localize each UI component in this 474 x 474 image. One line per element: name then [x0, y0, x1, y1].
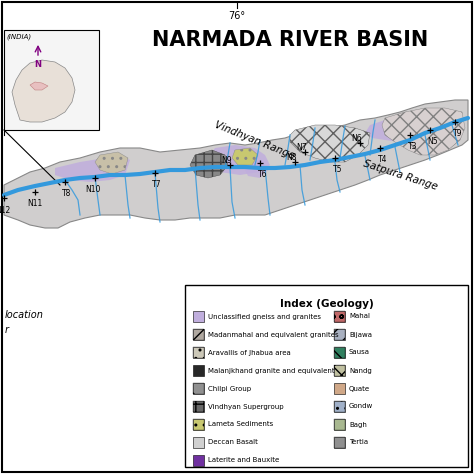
Bar — [334, 419, 345, 430]
Text: Index (Geology): Index (Geology) — [280, 299, 374, 309]
Bar — [4, 30, 99, 130]
Bar — [193, 401, 204, 412]
Bar — [334, 329, 345, 340]
Text: T6: T6 — [258, 170, 268, 179]
Bar — [193, 455, 204, 466]
Text: Bijawa: Bijawa — [349, 331, 372, 337]
Text: T4: T4 — [378, 155, 388, 164]
Text: Vindhyan Supergroup: Vindhyan Supergroup — [208, 403, 283, 410]
Text: T9: T9 — [453, 129, 463, 138]
Text: T8: T8 — [62, 189, 72, 198]
Bar — [193, 329, 204, 340]
Text: Sausa: Sausa — [349, 349, 370, 356]
Bar — [193, 365, 204, 376]
Text: Chilpi Group: Chilpi Group — [208, 385, 251, 392]
Bar — [334, 365, 345, 376]
Bar — [334, 401, 345, 412]
Bar — [193, 437, 204, 448]
Bar — [334, 347, 345, 358]
Text: Aravallis of Jhabua area: Aravallis of Jhabua area — [208, 349, 291, 356]
Text: T5: T5 — [333, 165, 343, 174]
Bar — [193, 383, 204, 394]
Text: N5: N5 — [428, 137, 438, 146]
Bar — [334, 419, 345, 430]
Polygon shape — [210, 145, 270, 175]
Bar — [334, 437, 345, 448]
Text: Deccan Basalt: Deccan Basalt — [208, 439, 258, 446]
Bar — [193, 311, 204, 322]
Bar — [193, 347, 204, 358]
Text: Tertia: Tertia — [349, 439, 368, 446]
Bar — [185, 285, 468, 467]
Text: N: N — [35, 60, 42, 69]
Polygon shape — [365, 112, 445, 142]
Text: Gondw: Gondw — [349, 403, 373, 410]
Text: N9: N9 — [222, 156, 232, 165]
Polygon shape — [30, 82, 48, 90]
Text: N6: N6 — [352, 134, 362, 143]
Polygon shape — [12, 60, 75, 122]
Bar — [193, 401, 204, 412]
Text: 76°: 76° — [228, 11, 246, 21]
Bar — [334, 383, 345, 394]
Bar — [193, 329, 204, 340]
Bar — [334, 311, 345, 322]
Polygon shape — [55, 155, 130, 182]
Bar — [334, 311, 345, 322]
Text: NARMADA RIVER BASIN: NARMADA RIVER BASIN — [152, 30, 428, 50]
Text: N12: N12 — [0, 206, 10, 215]
Text: T3: T3 — [408, 142, 418, 151]
Polygon shape — [4, 100, 468, 228]
Text: Malanjkhand granite and equivalent: Malanjkhand granite and equivalent — [208, 367, 335, 374]
Text: T7: T7 — [152, 180, 162, 189]
Polygon shape — [382, 108, 465, 155]
Polygon shape — [244, 160, 268, 178]
Text: N11: N11 — [27, 199, 43, 208]
Bar — [334, 401, 345, 412]
Text: location: location — [5, 310, 44, 320]
Text: N7: N7 — [297, 143, 307, 152]
Bar — [334, 365, 345, 376]
Text: Vindhyan Range: Vindhyan Range — [213, 119, 297, 161]
Bar — [193, 419, 204, 430]
Text: Satpura Range: Satpura Range — [362, 158, 438, 191]
Bar — [334, 347, 345, 358]
Text: Lameta Sediments: Lameta Sediments — [208, 421, 273, 428]
Polygon shape — [190, 150, 228, 178]
Text: (INDIA): (INDIA) — [6, 33, 31, 39]
Text: Mahal: Mahal — [349, 313, 370, 319]
Bar — [334, 329, 345, 340]
Text: N10: N10 — [85, 185, 100, 194]
Bar — [193, 347, 204, 358]
Text: Quate: Quate — [349, 385, 370, 392]
Bar — [193, 419, 204, 430]
Polygon shape — [95, 152, 128, 174]
Text: Laterite and Bauxite: Laterite and Bauxite — [208, 457, 279, 464]
Text: Madanmahal and equivalent granites: Madanmahal and equivalent granites — [208, 331, 338, 337]
Bar — [193, 383, 204, 394]
Polygon shape — [290, 125, 370, 162]
Text: Unclassified gneiss and granites: Unclassified gneiss and granites — [208, 313, 321, 319]
Text: Nandg: Nandg — [349, 367, 372, 374]
Bar — [334, 437, 345, 448]
Polygon shape — [232, 148, 258, 165]
Text: Bagh: Bagh — [349, 421, 367, 428]
Text: r: r — [5, 325, 9, 335]
Text: N8: N8 — [287, 153, 297, 162]
